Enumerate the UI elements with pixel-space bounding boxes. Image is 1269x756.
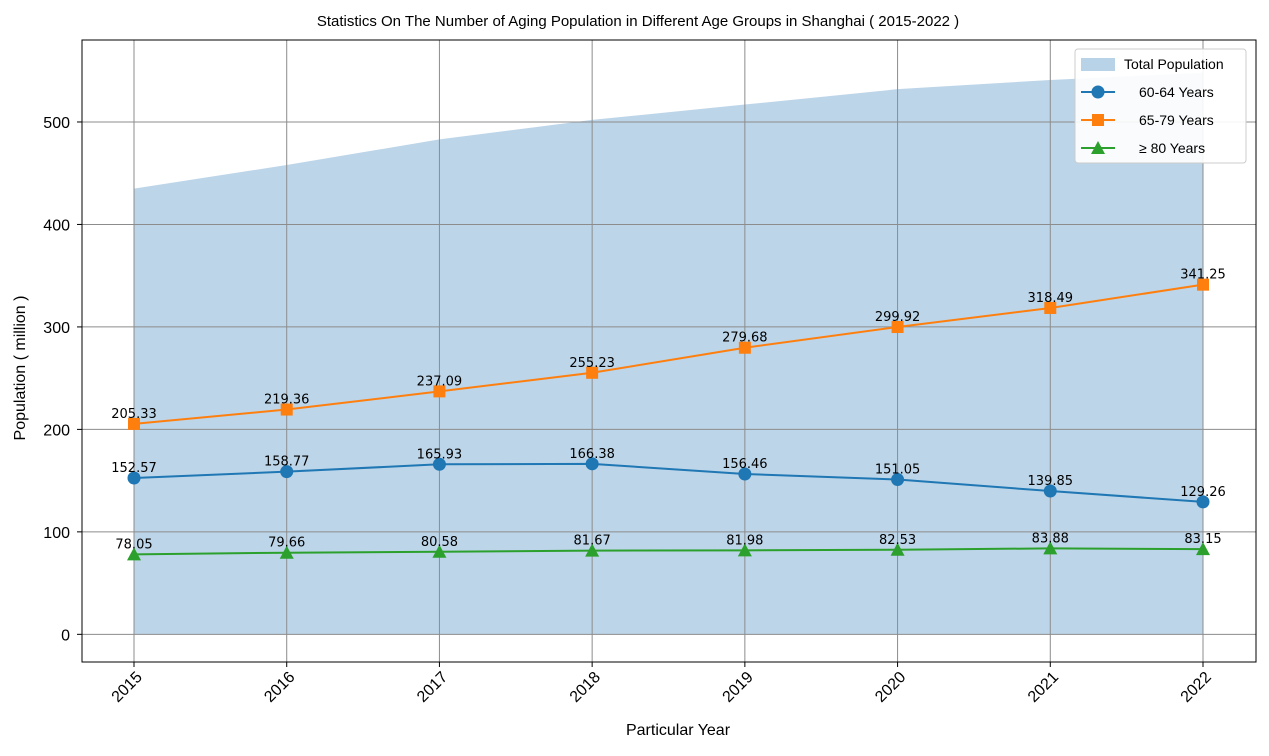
data-point: [891, 321, 904, 334]
x-tick-label: 2022: [1178, 669, 1215, 706]
data-point: [585, 457, 599, 471]
legend-label: ≥ 80 Years: [1139, 140, 1205, 156]
x-tick-label: 2015: [109, 669, 146, 706]
data-label: 237.09: [417, 374, 463, 389]
data-point: [280, 403, 293, 416]
data-label: 129.26: [1180, 485, 1226, 500]
series-square: 205.33 219.36 237.09 255.23 279.68 299.92 318.…: [111, 268, 1226, 430]
series-circle: 152.57 158.77 165.93 166.38 156.46 151.05 139.…: [111, 447, 1226, 509]
legend-label: 60-64 Years: [1139, 84, 1214, 100]
series-line: [133, 462, 1204, 503]
y-tick-label: 400: [43, 217, 70, 234]
plot-frame: [81, 39, 1257, 663]
data-point: [737, 543, 752, 557]
total-population-area: [134, 72, 1203, 635]
data-label: 139.85: [1028, 474, 1074, 489]
y-tick-label: 200: [43, 422, 70, 439]
x-tick-label: 2018: [567, 669, 604, 706]
data-point: [891, 473, 905, 487]
y-tick-label: 500: [43, 115, 70, 132]
data-label: 279.68: [722, 331, 768, 346]
y-axis-label: Population ( million ): [12, 296, 29, 441]
legend-marker: [1091, 141, 1105, 154]
series-triangle: 78.05 79.66 80.58 81.67 81.98 82.53 83.88 83.15: [115, 531, 1222, 561]
data-point: [280, 465, 294, 479]
legend-label: 65-79 Years: [1139, 112, 1214, 128]
x-tick-label: 2021: [1025, 669, 1062, 706]
series-line: [133, 283, 1204, 425]
data-point: [279, 545, 294, 559]
y-tick-label: 100: [43, 525, 70, 542]
plot-area: 0 100 200 300 400 500 2015 2016 2017 2018 2019 2020…: [43, 39, 1257, 706]
y-tick-label: 0: [61, 627, 70, 644]
data-point: [1044, 301, 1057, 314]
data-point: [586, 366, 599, 379]
legend-marker: [1092, 114, 1104, 126]
data-point: [1043, 484, 1057, 498]
data-label: 299.92: [875, 310, 921, 325]
data-point: [433, 385, 446, 398]
data-label: 255.23: [569, 356, 615, 371]
legend: Total Population 60-64 Years 65-79 Years ≥ …: [1074, 48, 1247, 164]
data-label: 165.93: [417, 447, 463, 462]
x-tick-label: 2016: [261, 669, 298, 706]
x-tick-label: 2020: [872, 669, 909, 706]
data-label: 81.67: [574, 534, 611, 549]
data-point: [585, 543, 600, 557]
data-point: [128, 417, 140, 430]
y-tick-label: 300: [43, 320, 70, 337]
legend-marker: [1091, 85, 1105, 99]
data-label: 78.05: [115, 537, 152, 552]
data-label: 83.15: [1184, 532, 1221, 547]
data-label: 83.88: [1032, 531, 1069, 546]
legend-swatch-total: [1081, 58, 1115, 71]
legend-label: Total Population: [1124, 56, 1224, 72]
data-point: [1043, 541, 1058, 555]
data-label: 81.98: [726, 533, 763, 548]
chart-title: Statistics On The Number of Aging Popula…: [317, 13, 959, 30]
data-point: [738, 341, 751, 354]
data-point: [890, 542, 905, 556]
data-label: 152.57: [111, 461, 157, 476]
data-label: 318.49: [1028, 291, 1074, 306]
data-point: [1196, 542, 1210, 556]
data-point: [127, 471, 141, 485]
data-point: [127, 547, 141, 561]
x-tick-label: 2017: [414, 669, 451, 706]
data-label: 79.66: [268, 536, 305, 551]
data-point: [432, 457, 446, 471]
data-label: 82.53: [879, 533, 916, 548]
data-point: [432, 544, 447, 558]
data-label: 158.77: [264, 455, 310, 470]
data-label: 219.36: [264, 393, 310, 408]
data-label: 341.25: [1180, 268, 1226, 283]
x-tick-label: 2019: [719, 669, 756, 706]
data-label: 166.38: [569, 447, 615, 462]
x-axis-label: Particular Year: [626, 722, 731, 739]
data-label: 156.46: [722, 457, 768, 472]
data-point: [1196, 495, 1210, 509]
data-label: 205.33: [111, 407, 157, 422]
series-line: [133, 547, 1204, 556]
data-label: 151.05: [875, 463, 921, 478]
data-point: [738, 467, 752, 481]
data-point: [1197, 278, 1209, 291]
legend-box: [1074, 48, 1247, 164]
data-label: 80.58: [421, 535, 458, 550]
